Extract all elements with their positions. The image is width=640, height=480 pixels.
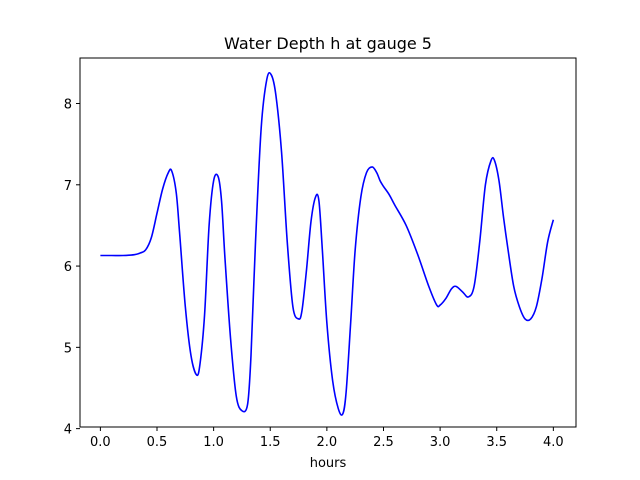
x-tick-label: 0.0 <box>90 435 111 450</box>
y-tick-label: 8 <box>64 98 72 113</box>
x-tick-label: 2.0 <box>317 435 338 450</box>
x-tick-label: 3.5 <box>486 435 507 450</box>
y-tick-label: 4 <box>64 423 72 438</box>
plot-area <box>100 71 555 416</box>
plot-frame <box>79 57 577 428</box>
x-tick-label: 2.5 <box>373 435 394 450</box>
x-tick-label: 0.5 <box>147 435 168 450</box>
y-tick-label: 7 <box>64 179 72 194</box>
x-tick-label: 1.0 <box>203 435 224 450</box>
x-tick-label: 3.0 <box>430 435 451 450</box>
y-axis: 4 5 6 7 8 <box>64 98 80 438</box>
x-tick-label: 1.5 <box>260 435 281 450</box>
y-tick-label: 6 <box>64 260 72 275</box>
x-axis-label: hours <box>310 456 347 471</box>
x-tick-label: 4.0 <box>543 435 564 450</box>
chart-title: Water Depth h at gauge 5 <box>224 34 432 53</box>
series-line <box>100 71 555 416</box>
y-tick-label: 5 <box>64 341 72 356</box>
x-axis: 0.0 0.5 1.0 1.5 2.0 2.5 3.0 3.5 4.0 <box>90 427 564 450</box>
